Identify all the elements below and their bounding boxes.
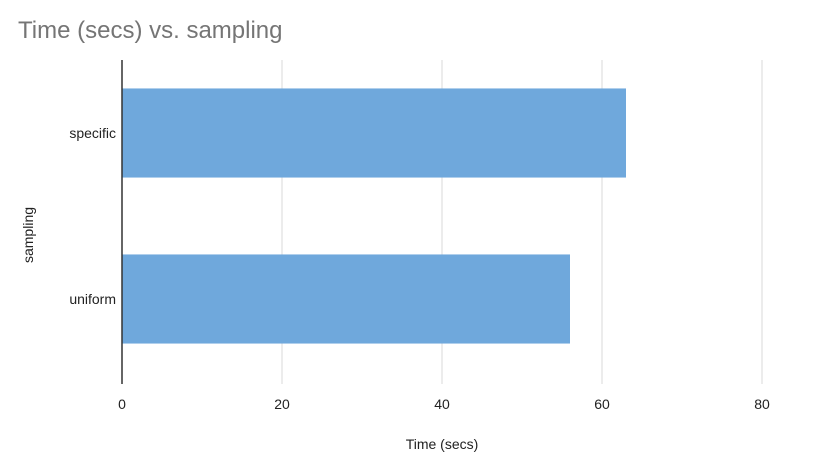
bar-uniform <box>122 254 570 344</box>
chart-title: Time (secs) vs. sampling <box>18 17 283 44</box>
x-tick-label: 40 <box>434 396 450 412</box>
bar-specific <box>122 88 626 178</box>
y-axis-title: sampling <box>20 207 36 263</box>
x-tick-label: 80 <box>754 396 770 412</box>
y-tick-label-specific: specific <box>69 125 116 141</box>
y-tick-label-uniform: uniform <box>69 291 116 307</box>
x-tick-label: 0 <box>118 396 126 412</box>
bars <box>122 88 626 344</box>
y-axis-ticks: specific uniform <box>69 125 116 307</box>
x-tick-label: 20 <box>274 396 290 412</box>
x-axis-ticks: 0 20 40 60 80 <box>118 396 770 412</box>
x-tick-label: 60 <box>594 396 610 412</box>
x-axis-title: Time (secs) <box>406 436 479 452</box>
